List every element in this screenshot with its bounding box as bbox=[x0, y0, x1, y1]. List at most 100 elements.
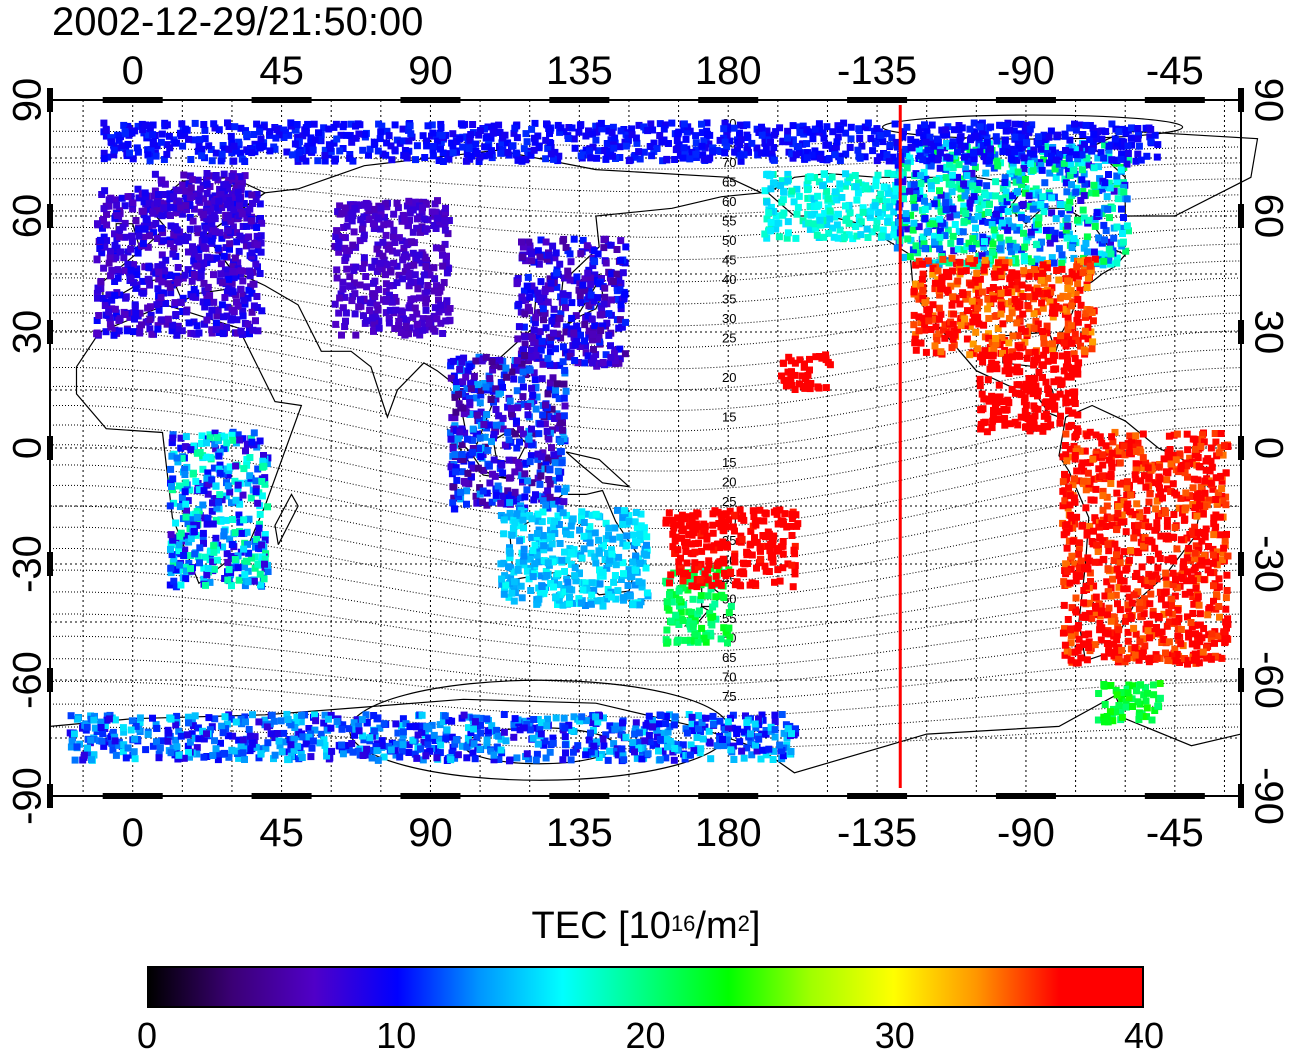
tec-pixel bbox=[457, 488, 465, 496]
tec-pixel bbox=[932, 323, 940, 331]
tec-pixel bbox=[508, 368, 516, 376]
tec-pixel bbox=[767, 218, 775, 226]
tec-pixel bbox=[401, 217, 409, 225]
tec-pixel bbox=[495, 412, 503, 420]
tec-pixel bbox=[546, 360, 554, 368]
tec-pixel bbox=[560, 394, 568, 402]
tec-pixel bbox=[993, 393, 1001, 401]
tec-pixel bbox=[510, 568, 518, 576]
tec-pixel bbox=[529, 334, 536, 342]
tec-pixel bbox=[528, 425, 535, 433]
tec-pixel bbox=[921, 321, 929, 329]
tec-pixel bbox=[1055, 160, 1063, 168]
tec-pixel bbox=[1164, 532, 1172, 540]
tec-pixel bbox=[492, 491, 500, 499]
tec-pixel bbox=[154, 264, 162, 272]
tec-pixel bbox=[1066, 198, 1074, 206]
tec-pixel bbox=[253, 224, 261, 231]
tec-pixel bbox=[665, 509, 673, 517]
tec-pixel bbox=[931, 342, 939, 350]
tec-pixel bbox=[216, 229, 224, 237]
tec-pixel bbox=[121, 311, 129, 318]
tec-pixel bbox=[589, 331, 597, 338]
tec-pixel bbox=[1108, 463, 1116, 471]
tec-pixel bbox=[403, 263, 411, 271]
tec-pixel bbox=[513, 357, 521, 365]
tec-pixel bbox=[1101, 236, 1108, 244]
tec-pixel bbox=[992, 360, 1000, 368]
tec-pixel bbox=[1155, 493, 1163, 501]
tec-pixel bbox=[521, 504, 529, 512]
tec-pixel bbox=[93, 256, 101, 264]
tec-pixel bbox=[929, 301, 937, 309]
tec-pixel bbox=[1066, 445, 1074, 453]
tec-pixel bbox=[1063, 214, 1071, 222]
tec-pixel bbox=[243, 222, 250, 230]
tec-pixel bbox=[417, 277, 425, 285]
tec-pixel bbox=[550, 313, 558, 321]
contour-line bbox=[49, 424, 1242, 511]
tec-pixel bbox=[413, 224, 421, 232]
tec-pixel bbox=[225, 275, 233, 283]
tec-pixel bbox=[421, 215, 429, 223]
tec-pixel bbox=[582, 510, 590, 518]
tec-pixel bbox=[666, 579, 673, 587]
tec-pixel bbox=[1156, 555, 1164, 562]
tec-pixel bbox=[190, 245, 198, 253]
tec-pixel bbox=[910, 321, 918, 329]
tec-pixel bbox=[1201, 503, 1209, 510]
tec-pixel bbox=[1066, 398, 1074, 406]
tec-pixel bbox=[1120, 224, 1127, 232]
tec-pixel bbox=[158, 278, 166, 286]
tec-pixel bbox=[1079, 206, 1087, 214]
tec-pixel bbox=[1135, 656, 1143, 664]
tec-pixel bbox=[1005, 357, 1013, 365]
tec-pixel bbox=[1163, 476, 1171, 484]
tec-pixel bbox=[464, 469, 472, 477]
tec-pixel bbox=[619, 559, 627, 567]
tec-pixel bbox=[536, 420, 544, 428]
tec-pixel bbox=[203, 316, 211, 324]
tec-pixel bbox=[558, 459, 566, 467]
tec-pixel bbox=[224, 303, 232, 311]
tec-pixel bbox=[200, 279, 208, 287]
tec-pixel bbox=[957, 268, 965, 276]
tec-pixel bbox=[108, 296, 116, 304]
tec-pixel bbox=[1022, 185, 1030, 193]
tec-pixel bbox=[534, 289, 542, 297]
tec-pixel bbox=[333, 274, 341, 282]
tec-pixel bbox=[986, 365, 994, 373]
tec-pixel bbox=[462, 373, 470, 381]
tec-pixel bbox=[1105, 146, 1113, 154]
tec-pixel bbox=[688, 608, 696, 616]
tec-pixel bbox=[1005, 370, 1013, 377]
tec-pixel bbox=[590, 354, 598, 362]
tec-pixel bbox=[942, 174, 950, 182]
tec-pixel bbox=[1212, 438, 1220, 446]
tec-pixel bbox=[96, 236, 104, 244]
tec-pixel bbox=[669, 516, 676, 524]
tec-pixel bbox=[1045, 294, 1053, 302]
tec-pixel bbox=[993, 210, 1000, 218]
tec-pixel bbox=[587, 549, 595, 557]
tec-pixel bbox=[966, 322, 974, 330]
tec-pixel bbox=[867, 207, 875, 215]
tec-pixel bbox=[450, 494, 458, 502]
tec-pixel bbox=[370, 327, 377, 335]
tec-pixel bbox=[968, 245, 976, 252]
tec-pixel bbox=[1074, 155, 1082, 163]
tec-pixel bbox=[525, 238, 533, 246]
tec-pixel bbox=[669, 543, 677, 551]
tec-pixel bbox=[676, 568, 683, 576]
tec-pixel bbox=[1067, 632, 1075, 640]
tec-pixel bbox=[979, 217, 987, 225]
tec-pixel bbox=[1009, 353, 1016, 361]
tec-pixel bbox=[949, 335, 957, 343]
tec-pixel bbox=[195, 329, 203, 337]
tec-pixel bbox=[577, 331, 584, 339]
tec-pixel bbox=[1102, 442, 1110, 450]
tec-pixel bbox=[440, 306, 448, 314]
tec-pixel bbox=[221, 294, 229, 301]
tec-pixel bbox=[423, 225, 431, 233]
tec-pixel bbox=[1115, 583, 1123, 591]
